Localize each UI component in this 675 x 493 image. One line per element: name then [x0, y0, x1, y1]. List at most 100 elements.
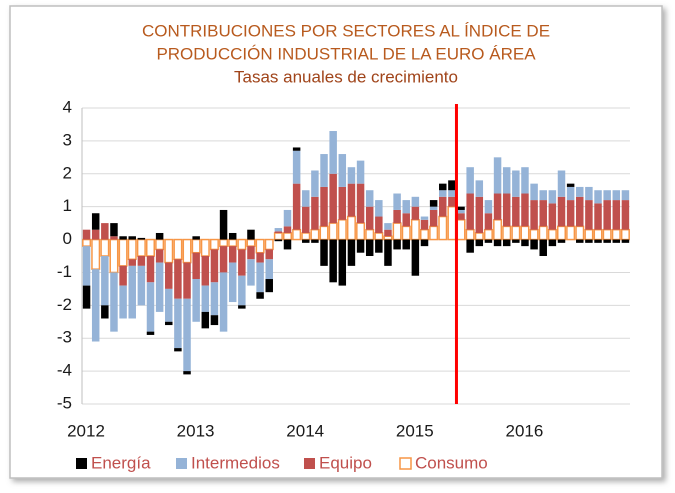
bar-segment	[521, 193, 529, 227]
bar-segment	[246, 238, 256, 247]
bar-segment	[466, 239, 474, 253]
y-tick-label: -4	[57, 361, 72, 380]
chart-subtitle: Tasas anuales de crecimiento	[234, 67, 458, 86]
bar-segment	[82, 229, 91, 240]
bar-segment	[621, 239, 630, 243]
bar-segment	[548, 239, 557, 247]
bar-segment	[392, 222, 402, 241]
bar-segment	[219, 272, 228, 332]
legend-label: Intermedios	[191, 453, 280, 472]
bar-segment	[182, 238, 192, 264]
bar-segment	[311, 170, 319, 197]
y-tick-label: -2	[57, 295, 72, 314]
bar-segment	[439, 183, 447, 191]
bar-segment	[128, 236, 136, 240]
bar-segment	[118, 238, 128, 267]
bar-segment	[612, 200, 621, 230]
bar-segment	[521, 239, 529, 247]
bar-segment	[557, 196, 566, 227]
bar-segment	[82, 246, 91, 286]
bar-segment	[228, 232, 237, 240]
bar-segment	[183, 262, 191, 299]
bar-segment	[109, 238, 119, 274]
bar-segment	[91, 229, 100, 240]
bar-segment	[402, 200, 410, 214]
bar-segment	[393, 193, 401, 210]
bar-segment	[548, 190, 557, 204]
bar-segment	[228, 238, 238, 247]
bar-segment	[585, 239, 593, 243]
bar-segment	[539, 190, 547, 201]
bar-segment	[128, 265, 136, 319]
bar-segment	[484, 213, 493, 230]
bar-segment	[302, 190, 310, 207]
bar-segment	[320, 154, 328, 187]
bar-segment	[420, 216, 429, 220]
bar-segment	[375, 239, 383, 253]
bar-segment	[247, 259, 255, 286]
bar-segment	[283, 239, 292, 250]
bar-segment	[420, 239, 429, 247]
bar-segment	[128, 259, 136, 266]
bar-segment	[146, 238, 155, 257]
bar-segment	[612, 239, 621, 243]
bar-segment	[585, 200, 593, 230]
bar-segment	[384, 229, 392, 237]
bar-segment	[311, 196, 319, 230]
bar-segment	[320, 186, 328, 227]
bar-segment	[191, 238, 201, 254]
bar-segment	[256, 262, 264, 293]
bar-segment	[483, 228, 493, 241]
bar-segment	[620, 228, 630, 241]
bar-segment	[384, 239, 392, 266]
bar-segment	[375, 216, 383, 233]
bar-segment	[585, 186, 593, 201]
bar-segment	[439, 196, 447, 217]
bar-segment	[337, 219, 347, 241]
bar-segment	[475, 180, 484, 197]
bar-segment	[100, 238, 110, 257]
x-tick-label: 2016	[505, 421, 543, 440]
bar-segment	[375, 200, 383, 217]
bar-segment	[411, 239, 420, 276]
y-tick-label: -1	[57, 262, 72, 281]
bar-segment	[548, 203, 557, 230]
bar-segment	[429, 206, 438, 210]
bar-segment	[611, 228, 621, 241]
legend-label: Consumo	[415, 453, 488, 472]
bar-segment	[484, 239, 493, 243]
bar-segment	[247, 229, 255, 240]
bar-segment	[165, 288, 173, 322]
bar-segment	[365, 206, 374, 230]
bar-segment	[466, 193, 474, 230]
bar-segment	[274, 228, 283, 232]
bar-segment	[210, 249, 219, 283]
bar-segment	[228, 246, 237, 263]
bar-segment	[538, 225, 548, 241]
bar-segment	[136, 238, 146, 257]
bar-segment	[146, 331, 155, 335]
bar-segment	[127, 238, 137, 261]
bar-segment	[457, 213, 465, 220]
x-tick-label: 2013	[177, 421, 215, 440]
bar-segment	[457, 206, 465, 210]
bar-segment	[101, 305, 109, 319]
bar-segment	[356, 160, 365, 184]
bar-segment	[292, 147, 301, 151]
bar-segment	[539, 200, 547, 227]
bar-segment	[547, 228, 557, 241]
bar-segment	[512, 196, 520, 227]
bar-segment	[200, 238, 210, 257]
bar-segment	[594, 190, 602, 204]
bar-segment	[576, 186, 584, 197]
bar-segment	[155, 238, 165, 251]
bar-segment	[448, 190, 456, 197]
bar-segment	[238, 249, 246, 276]
bar-segment	[374, 232, 384, 241]
bar-segment	[429, 209, 438, 227]
bar-segment	[566, 183, 575, 187]
bar-segment	[566, 225, 576, 241]
y-tick-label: 2	[63, 163, 72, 182]
bar-segment	[438, 215, 448, 241]
